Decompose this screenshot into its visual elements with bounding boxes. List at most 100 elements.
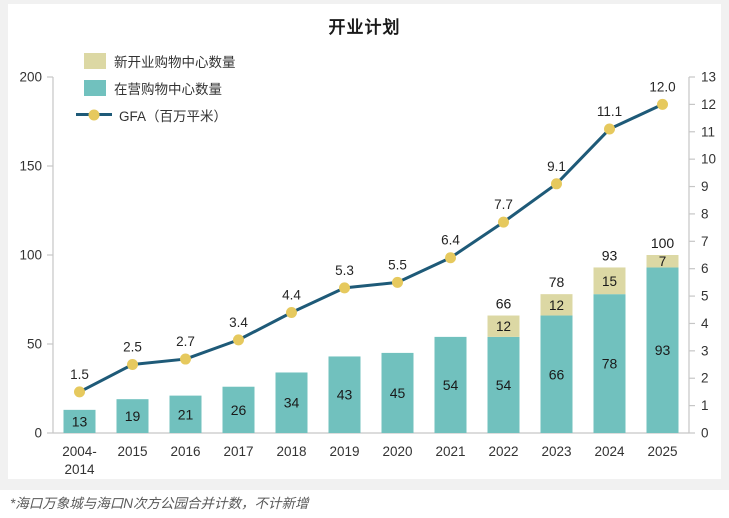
x-axis-category-line: 2021 xyxy=(435,444,465,459)
bar-operating-label: 54 xyxy=(496,377,512,393)
legend-item-new-malls: 新开业购物中心数量 xyxy=(84,47,236,74)
x-axis-category-label: 2022 xyxy=(488,444,518,459)
x-axis-category-label: 2016 xyxy=(170,444,200,459)
combo-chart-plot: 050100150200012345678910111213132004-201… xyxy=(19,70,716,478)
legend-label-new-malls: 新开业购物中心数量 xyxy=(114,54,236,70)
right-axis-tick-label: 13 xyxy=(701,70,716,85)
x-axis-category-line: 2022 xyxy=(488,444,518,459)
left-axis-tick-label: 0 xyxy=(34,426,42,441)
bar-operating-2004-2014 xyxy=(63,409,96,433)
bar-operating-label: 43 xyxy=(337,387,353,403)
gfa-value-label: 12.0 xyxy=(649,79,675,94)
right-axis-tick-label: 2 xyxy=(701,371,709,386)
bar-new-label: 15 xyxy=(602,274,617,289)
bar-total-label: 78 xyxy=(549,274,565,290)
right-axis-tick-label: 6 xyxy=(701,261,709,276)
x-axis-category-label: 2021 xyxy=(435,444,465,459)
x-axis-category-label: 2020 xyxy=(382,444,412,459)
bar-operating-2015 xyxy=(116,399,149,433)
right-axis-tick-label: 10 xyxy=(701,152,716,167)
right-axis-tick-label: 8 xyxy=(701,206,709,221)
right-axis-tick-label: 0 xyxy=(701,426,709,441)
gfa-value-label: 6.4 xyxy=(441,233,460,248)
x-axis-category-line: 2016 xyxy=(170,444,200,459)
gfa-point-2022 xyxy=(498,216,509,228)
legend-line-marker-icon xyxy=(76,109,112,120)
x-axis-category-label: 2015 xyxy=(117,444,147,459)
bar-operating-2019 xyxy=(328,356,361,433)
gfa-value-label: 2.7 xyxy=(176,334,195,349)
bar-operating-2017 xyxy=(222,386,255,433)
gfa-value-label: 3.4 xyxy=(229,315,248,330)
x-axis-category-line: 2015 xyxy=(117,444,147,459)
bar-new-2024 xyxy=(593,267,626,295)
right-axis-tick-label: 4 xyxy=(701,316,709,331)
x-axis-category-label: 2004- 2014 xyxy=(62,444,97,477)
right-axis-tick-label: 7 xyxy=(701,234,709,249)
right-axis-tick-label: 12 xyxy=(701,97,716,112)
chart-footnote: *海口万象城与海口N次方公园合并计数，不计新增 xyxy=(10,496,309,511)
left-axis-tick-label: 100 xyxy=(19,248,42,263)
bar-operating-label: 45 xyxy=(390,385,406,401)
left-axis-tick-label: 150 xyxy=(19,159,42,174)
legend-label-gfa: GFA（百万平米） xyxy=(119,108,228,124)
x-axis-category-line: 2017 xyxy=(223,444,253,459)
bar-operating-label: 93 xyxy=(655,342,671,358)
bar-operating-label: 21 xyxy=(178,406,194,422)
right-axis-tick-label: 3 xyxy=(701,343,709,358)
gfa-value-label: 1.5 xyxy=(70,367,89,382)
legend-dot-icon xyxy=(88,109,100,120)
bar-total-label: 66 xyxy=(496,296,512,312)
x-axis-category-line: 2014 xyxy=(64,462,95,477)
chart-legend: 新开业购物中心数量 在营购物中心数量 GFA（百万平米） xyxy=(76,47,236,128)
bar-operating-label: 13 xyxy=(72,413,88,429)
x-axis-category-label: 2025 xyxy=(647,444,677,459)
gfa-value-label: 11.1 xyxy=(597,104,622,119)
chart-title: 开业计划 xyxy=(328,18,401,37)
bar-total-label: 93 xyxy=(602,247,618,263)
gfa-point-2015 xyxy=(127,359,138,371)
legend-swatch-new-icon xyxy=(84,52,106,69)
bar-operating-2022 xyxy=(487,336,520,433)
gfa-point-2020 xyxy=(392,276,403,288)
gfa-value-label: 2.5 xyxy=(123,340,142,355)
gfa-point-2021 xyxy=(445,252,456,264)
x-axis-category-line: 2024 xyxy=(594,444,625,459)
gfa-point-2024 xyxy=(604,123,615,135)
gfa-point-2018 xyxy=(286,307,297,319)
bar-operating-label: 19 xyxy=(125,408,141,424)
right-axis-tick-label: 1 xyxy=(701,398,709,413)
legend-item-gfa: GFA（百万平米） xyxy=(76,101,236,128)
gfa-point-2019 xyxy=(339,282,350,294)
x-axis-category-line: 2018 xyxy=(276,444,306,459)
x-axis-category-line: 2023 xyxy=(541,444,571,459)
gfa-point-2023 xyxy=(551,178,562,190)
gfa-value-label: 7.7 xyxy=(494,197,513,212)
bar-total-label: 100 xyxy=(651,235,675,251)
x-axis-category-label: 2019 xyxy=(329,444,359,459)
legend-item-operating-malls: 在营购物中心数量 xyxy=(84,74,236,101)
bar-operating-label: 78 xyxy=(602,356,618,372)
bar-operating-2020 xyxy=(381,352,414,433)
left-axis-tick-label: 200 xyxy=(19,70,42,85)
gfa-point-2017 xyxy=(233,334,244,346)
left-axis-tick-label: 50 xyxy=(27,337,42,352)
bar-new-label: 7 xyxy=(659,254,667,269)
bar-operating-2023 xyxy=(540,315,573,433)
gfa-point-2016 xyxy=(180,353,191,365)
legend-label-operating-malls: 在营购物中心数量 xyxy=(114,81,222,97)
x-axis-category-label: 2024 xyxy=(594,444,625,459)
right-axis-tick-label: 11 xyxy=(701,124,715,139)
x-axis-category-label: 2023 xyxy=(541,444,571,459)
x-axis-category-label: 2017 xyxy=(223,444,253,459)
bar-new-label: 12 xyxy=(549,298,564,313)
bar-operating-2018 xyxy=(275,372,308,433)
bar-operating-2021 xyxy=(434,336,467,433)
legend-swatch-operating-icon xyxy=(84,79,106,96)
gfa-value-label: 5.3 xyxy=(335,263,354,278)
x-axis-category-line: 2025 xyxy=(647,444,677,459)
gfa-value-label: 9.1 xyxy=(547,159,566,174)
bar-operating-2016 xyxy=(169,395,202,433)
x-axis-category-line: 2019 xyxy=(329,444,359,459)
